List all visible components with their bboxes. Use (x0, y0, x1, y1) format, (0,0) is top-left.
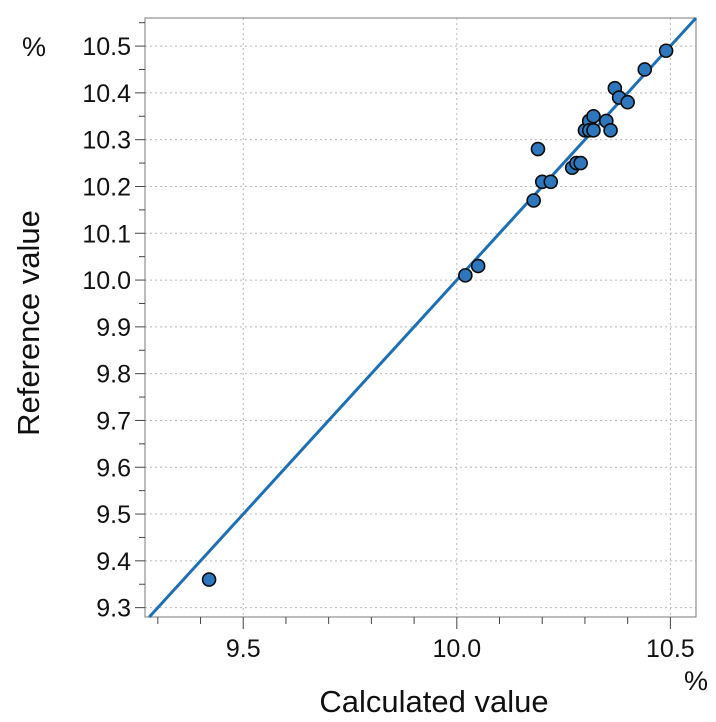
data-points (201, 43, 674, 587)
y-tick-label: 9.9 (96, 314, 131, 342)
x-tick-label: 10.5 (646, 635, 695, 663)
x-axis-unit: % (684, 666, 708, 696)
data-point (470, 258, 486, 274)
plot-border (144, 17, 697, 618)
y-axis-unit: % (22, 32, 46, 62)
y-tick-label: 10.2 (82, 173, 131, 201)
data-point (201, 572, 217, 587)
data-point (620, 94, 635, 110)
y-tick-label: 10.0 (82, 267, 131, 295)
axis-ticks: 9.3 9.4 9.5 9.6 9.7 9.8 9.9 10.0 10.1 10.2 10.3 10.… (82, 22, 695, 663)
axis-labels: Reference value Calculated value % % (11, 32, 708, 719)
data-point (458, 268, 473, 283)
y-tick-label: 10.1 (82, 220, 131, 248)
data-point (543, 174, 559, 190)
x-axis-title: Calculated value (319, 684, 548, 719)
identity-line (148, 16, 698, 619)
y-tick-label: 9.6 (96, 454, 131, 482)
grid-layer (145, 18, 696, 617)
x-tick-label: 10.0 (432, 635, 481, 663)
reference-line-layer (148, 16, 698, 619)
y-tick-label: 9.4 (96, 548, 131, 576)
data-point (530, 141, 546, 157)
plot-frame (144, 17, 697, 618)
data-point (603, 123, 618, 138)
y-tick-label: 9.3 (96, 595, 131, 623)
data-point (637, 62, 653, 77)
y-tick-label: 9.7 (96, 407, 131, 435)
x-tick-label: 9.5 (226, 635, 261, 663)
y-tick-label: 9.5 (96, 501, 131, 529)
data-point (586, 123, 601, 138)
y-tick-label: 10.5 (82, 33, 131, 61)
data-point (658, 43, 674, 59)
data-point (526, 193, 541, 208)
y-tick-label: 9.8 (96, 361, 131, 389)
y-tick-label: 10.4 (82, 80, 131, 108)
data-point (573, 155, 588, 171)
data-point (586, 108, 601, 124)
y-tick-label: 10.3 (82, 127, 131, 155)
y-axis-title: Reference value (11, 210, 46, 436)
